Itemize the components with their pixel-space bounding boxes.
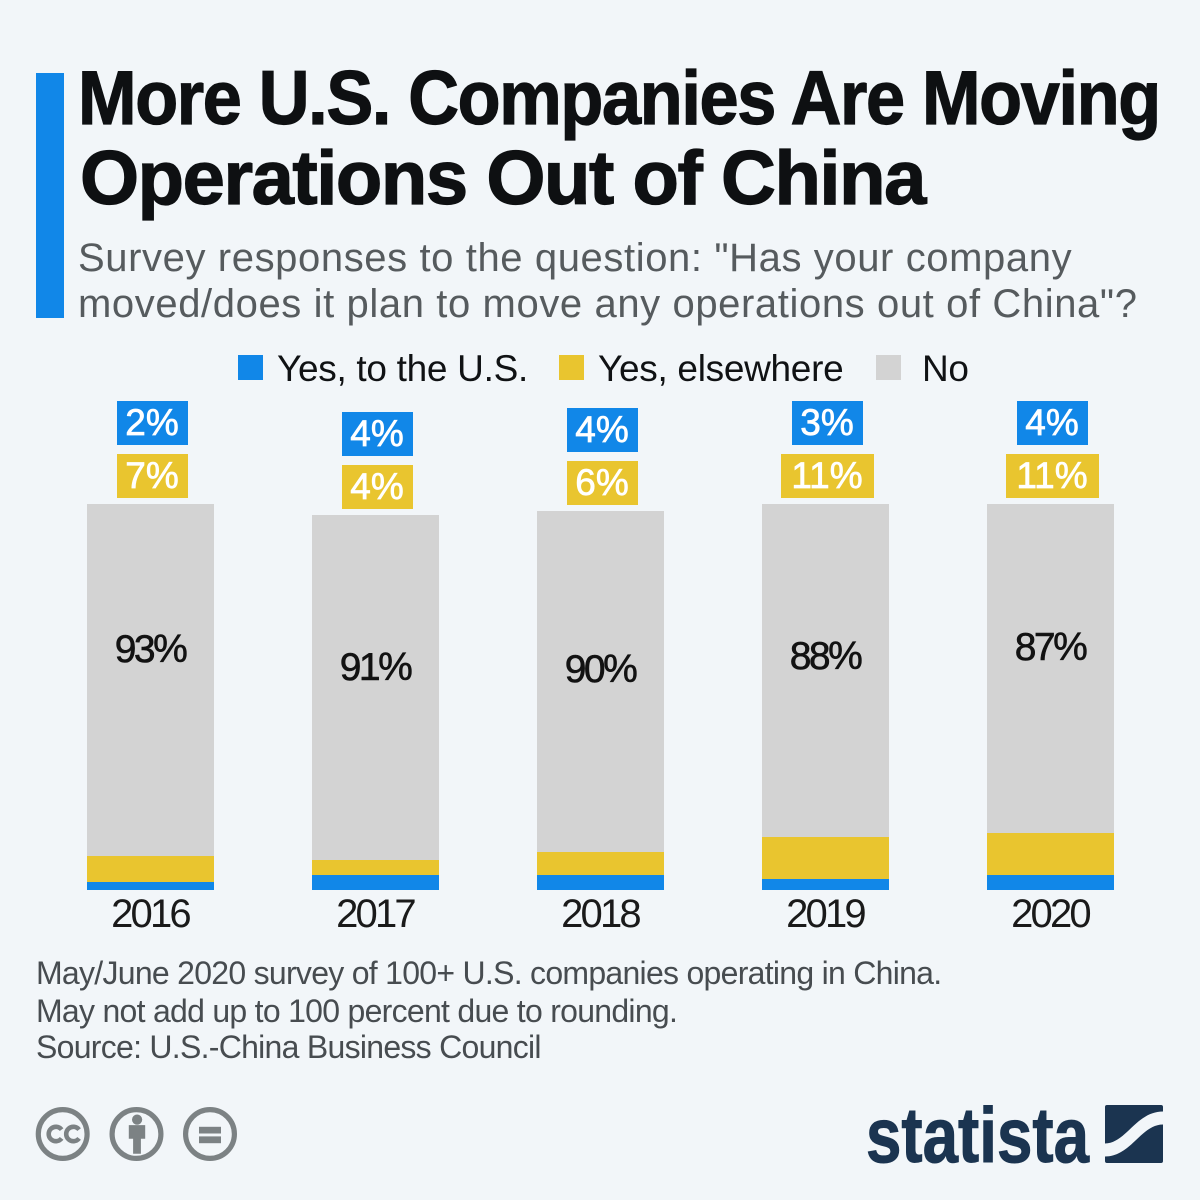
- svg-text:statista: statista: [866, 1095, 1089, 1170]
